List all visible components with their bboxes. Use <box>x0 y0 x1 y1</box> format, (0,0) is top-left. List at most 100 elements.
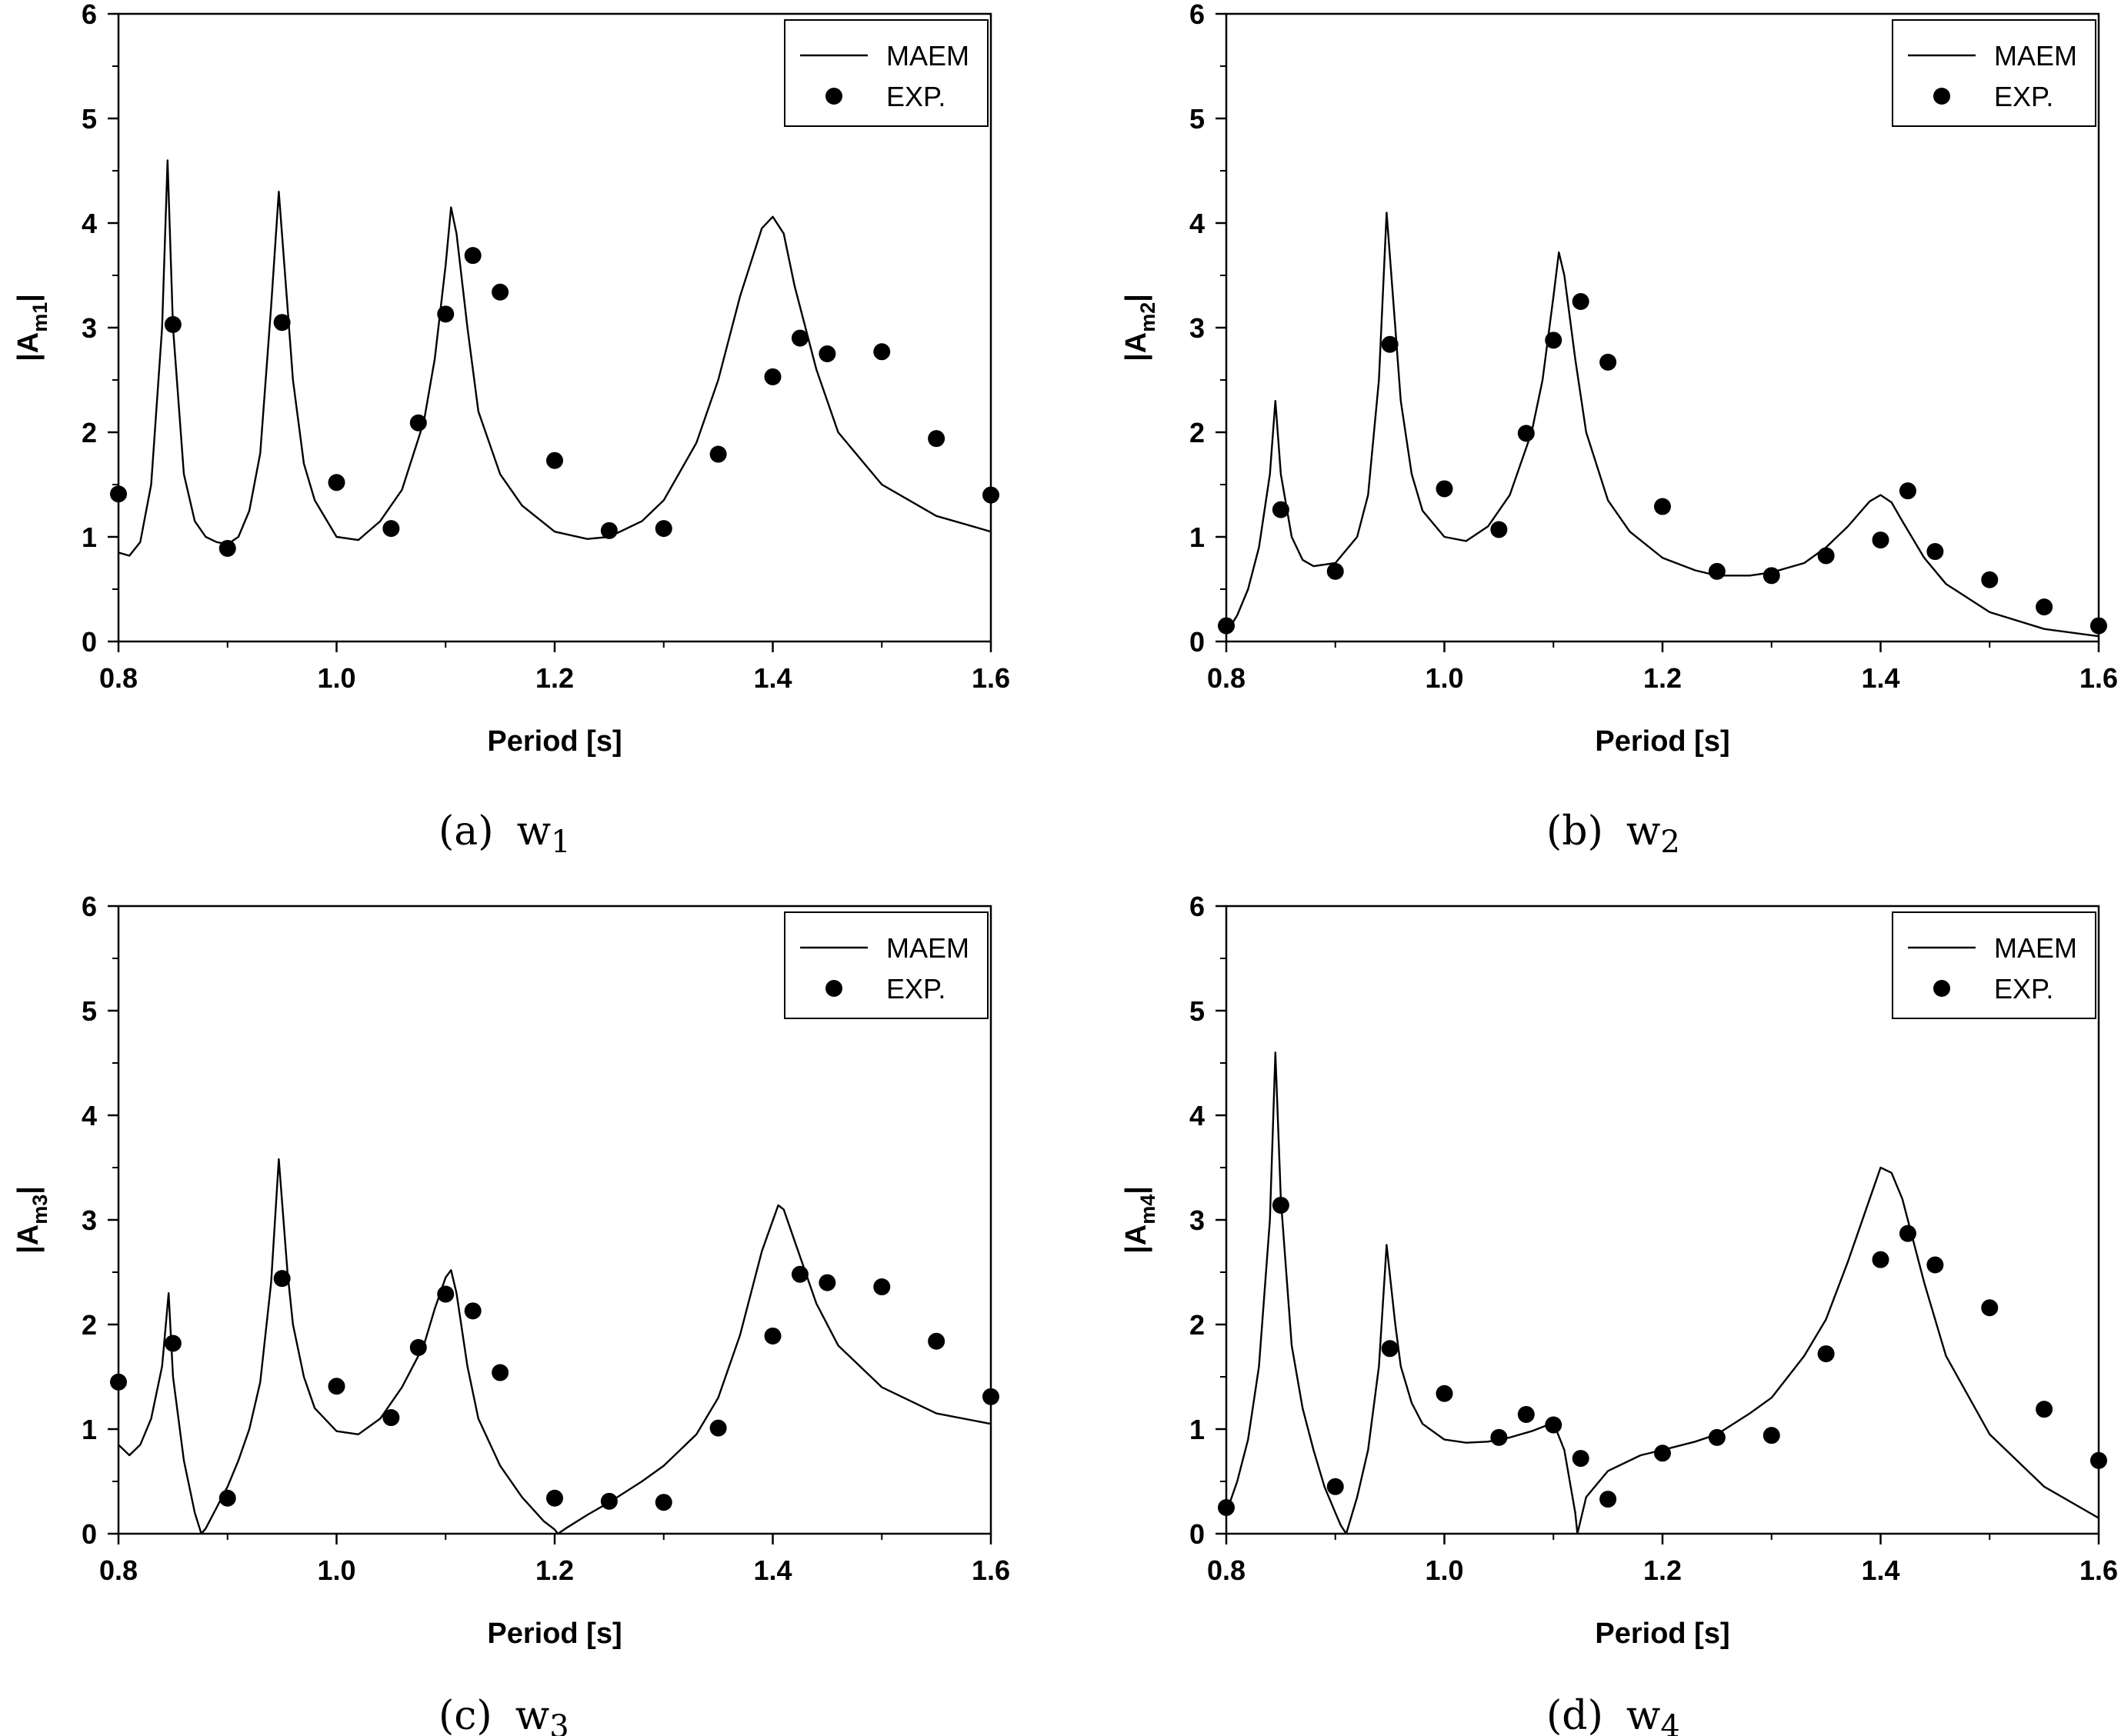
x-tick-label: 0.8 <box>99 662 138 694</box>
exp-point <box>1899 1225 1916 1242</box>
x-tick-label: 1.2 <box>1643 1554 1682 1586</box>
legend-box <box>784 911 989 1019</box>
y-tick-label: 3 <box>82 312 97 344</box>
maem-line <box>118 1158 991 1534</box>
exp-point <box>709 1419 727 1437</box>
exp-point <box>218 1489 236 1507</box>
y-axis-title-end: | <box>12 294 45 302</box>
exp-point <box>110 1373 127 1391</box>
panel-caption: (c) w3 <box>439 1693 569 1736</box>
exp-point <box>819 345 836 362</box>
exp-point <box>1218 1499 1235 1516</box>
exp-point <box>1436 1384 1453 1402</box>
y-axis-title-sub: m4 <box>1136 1195 1159 1225</box>
exp-point <box>273 1270 291 1288</box>
y-axis-title-sub: m1 <box>28 302 52 332</box>
y-tick-label: 0 <box>82 1518 97 1550</box>
legend-marker-swatch <box>825 88 842 105</box>
exp-point <box>409 1338 427 1356</box>
y-axis-title: |Am3| <box>12 1186 52 1254</box>
exp-point <box>492 283 509 301</box>
exp-point <box>1381 335 1399 353</box>
exp-point <box>1272 1196 1289 1214</box>
y-tick-label: 5 <box>1189 995 1205 1027</box>
exp-point <box>655 1494 672 1511</box>
y-axis-title-end: | <box>1120 1186 1152 1195</box>
x-tick-label: 1.4 <box>1861 1554 1899 1586</box>
exp-point <box>1599 353 1617 371</box>
exp-point <box>1381 1340 1399 1358</box>
exp-point <box>1490 521 1508 538</box>
exp-point <box>928 430 945 448</box>
chart-panel-d: 0.8 1.0 1.2 1.4 1.6 0 1 2 3 4 5 6 Period [s] |Am4| MAE… <box>1120 891 2118 1736</box>
y-tick-label: 3 <box>1189 312 1205 344</box>
exp-point <box>382 1409 400 1427</box>
caption-var: w <box>517 808 552 855</box>
y-tick-label: 3 <box>82 1205 97 1236</box>
exp-point <box>382 520 400 538</box>
exp-point <box>1436 480 1453 498</box>
legend-marker-swatch <box>825 980 842 997</box>
exp-point <box>218 539 236 557</box>
exp-point <box>464 1302 482 1320</box>
exp-point <box>928 1332 945 1350</box>
y-tick-label: 1 <box>1189 521 1205 553</box>
y-axis-title: |Am4| <box>1120 1186 1159 1254</box>
y-tick-label: 2 <box>82 1309 97 1341</box>
y-tick-label: 4 <box>82 1100 97 1131</box>
y-tick-label: 1 <box>82 521 97 553</box>
caption-prefix: (a) <box>439 808 494 855</box>
exp-point <box>2036 598 2053 616</box>
x-tick-label: 1.0 <box>1425 1554 1463 1586</box>
y-axis-title-sub: m3 <box>28 1195 52 1225</box>
exp-point <box>164 315 182 333</box>
exp-point <box>1817 547 1835 565</box>
caption-var: w <box>1626 808 1661 855</box>
legend-label-maem: MAEM <box>1994 932 2077 964</box>
exp-point <box>655 520 672 538</box>
exp-point <box>1545 332 1562 349</box>
exp-point <box>110 485 127 503</box>
y-axis-title: |Am2| <box>1120 294 1159 362</box>
y-tick-label: 4 <box>82 208 97 239</box>
y-tick-label: 5 <box>1189 103 1205 135</box>
legend-box <box>1892 911 2096 1019</box>
y-tick-label: 6 <box>1189 891 1205 922</box>
maem-line <box>118 159 991 557</box>
x-tick-label: 1.6 <box>2079 1554 2118 1586</box>
exp-point <box>1572 293 1589 310</box>
exp-point <box>2036 1401 2053 1418</box>
exp-point <box>328 1378 345 1395</box>
caption-prefix: (b) <box>1546 808 1603 855</box>
exp-point <box>709 445 727 463</box>
chart-panel-b: 0.8 1.0 1.2 1.4 1.6 0 1 2 3 4 5 6 Period [s] |Am2| MAE… <box>1120 0 2118 860</box>
exp-point <box>1926 543 1944 561</box>
panel-caption: (b) w2 <box>1546 808 1680 860</box>
y-tick-label: 6 <box>1189 0 1205 30</box>
legend-label-exp: EXP. <box>886 973 945 1005</box>
caption-prefix: (d) <box>1546 1693 1603 1736</box>
x-tick-label: 1.2 <box>1643 662 1682 694</box>
exp-point <box>764 1327 782 1344</box>
x-tick-label: 1.0 <box>1425 662 1463 694</box>
exp-point <box>1708 562 1726 580</box>
exp-point <box>982 486 999 504</box>
exp-point <box>600 1492 618 1510</box>
y-axis-title-main: |A <box>1120 1225 1152 1254</box>
exp-point <box>1708 1428 1726 1446</box>
exp-point <box>1272 501 1289 518</box>
exp-point <box>464 247 482 265</box>
exp-point <box>791 1265 809 1283</box>
exp-point <box>1762 567 1780 585</box>
x-tick-label: 1.2 <box>535 1554 574 1586</box>
x-axis-title: Period [s] <box>1595 725 1729 758</box>
exp-point <box>2090 1451 2107 1469</box>
exp-point <box>273 314 291 332</box>
y-tick-label: 2 <box>1189 1309 1205 1341</box>
exp-point <box>819 1274 836 1291</box>
x-tick-label: 1.6 <box>2079 662 2118 694</box>
y-tick-label: 2 <box>1189 417 1205 448</box>
legend-box <box>784 19 989 127</box>
exp-point <box>764 368 782 385</box>
